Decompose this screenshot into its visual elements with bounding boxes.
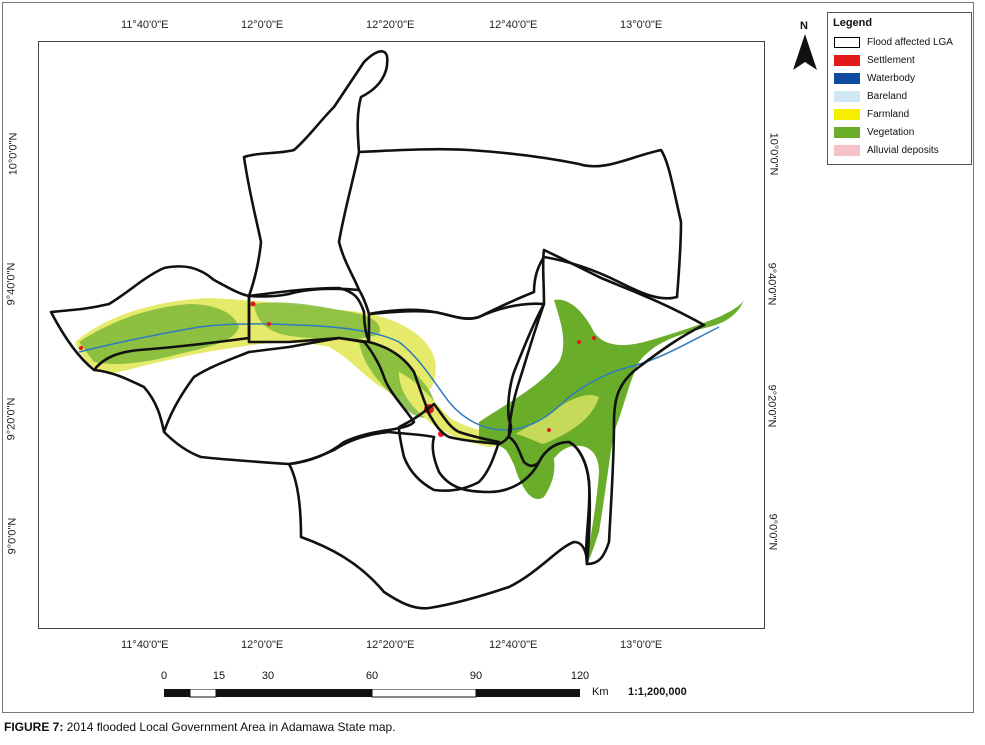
caption-text: 2014 flooded Local Government Area in Ad…	[63, 720, 396, 734]
left-tick-label: 10°0'0"N	[7, 132, 20, 176]
legend-item-vegetation: Vegetation	[834, 125, 914, 139]
bottom-tick-label: 12°0'0"E	[241, 639, 284, 651]
right-tick-label: 9°40'0"N	[765, 262, 778, 306]
vegetation-area-east	[479, 299, 744, 562]
figure-frame	[2, 2, 974, 713]
legend-label: Waterbody	[867, 72, 915, 84]
lga-boundary-north-east	[357, 147, 683, 320]
legend-swatch	[834, 108, 860, 120]
vegetation-area-mid	[254, 302, 380, 340]
legend-swatch	[834, 72, 860, 84]
legend-swatch	[834, 90, 860, 102]
right-tick-label: 10°0'0"N	[767, 132, 780, 176]
left-tick-label: 9°0'0"N	[6, 517, 19, 555]
legend-item-waterbody: Waterbody	[834, 71, 915, 85]
legend-title: Legend	[833, 17, 873, 29]
legend-label: Vegetation	[867, 126, 915, 138]
left-tick-label: 9°20'0"N	[5, 397, 18, 441]
lga-boundaries	[49, 50, 706, 610]
north-arrow-icon	[793, 34, 817, 70]
top-tick-label: 13°0'0"E	[620, 19, 663, 31]
farmland-area-east	[509, 395, 599, 447]
legend: Legend Flood affected LGA Settlement Wat…	[827, 12, 972, 165]
lga-boundary-center-box	[397, 402, 501, 493]
left-tick-label: 9°40'0"N	[5, 262, 18, 306]
settlement-point	[79, 346, 83, 350]
scale-label: 15	[212, 670, 226, 682]
legend-label: Bareland	[867, 90, 908, 102]
lga-boundary-central-south	[367, 302, 546, 446]
lga-boundary-south	[287, 430, 591, 610]
caption-label: FIGURE 7:	[4, 720, 64, 734]
lga-boundary-east	[507, 248, 706, 566]
legend-swatch	[834, 36, 860, 48]
land-cover-west	[75, 298, 505, 447]
scale-ratio: 1:1,200,000	[628, 686, 687, 698]
lga-boundary-central-north	[242, 50, 389, 298]
scale-label: 90	[469, 670, 483, 682]
land-cover-east	[479, 299, 744, 562]
settlement-point	[547, 428, 551, 432]
bottom-tick-label: 11°40'0"E	[121, 639, 169, 651]
settlement-point	[577, 340, 581, 344]
legend-item-alluvial-deposits: Alluvial deposits	[834, 143, 939, 157]
legend-label: Settlement	[867, 54, 915, 66]
legend-item-flood-affected-lga: Flood affected LGA	[834, 35, 953, 49]
legend-swatch	[834, 144, 860, 156]
map-frame	[38, 41, 765, 629]
scale-bar-graphic	[164, 689, 580, 698]
river-line	[78, 323, 720, 431]
scale-label: 30	[261, 670, 275, 682]
flood-map	[49, 50, 744, 610]
right-tick-label: 9°20'0"N	[765, 384, 778, 428]
legend-item-settlement: Settlement	[834, 53, 915, 67]
settlement-point	[267, 322, 271, 326]
top-tick-label: 12°0'0"E	[241, 19, 284, 31]
legend-item-farmland: Farmland	[834, 107, 909, 121]
lga-boundary-west-south	[93, 336, 416, 466]
top-tick-label: 11°40'0"E	[121, 19, 169, 31]
settlement-point	[250, 301, 256, 307]
top-tick-label: 12°40'0"E	[489, 19, 538, 31]
north-arrow: N	[790, 20, 820, 76]
top-tick-label: 12°20'0"E	[366, 19, 415, 31]
scale-unit: Km	[592, 686, 609, 698]
right-tick-label: 9°0'0"N	[766, 513, 779, 551]
north-label: N	[800, 20, 808, 32]
legend-swatch	[834, 54, 860, 66]
scale-label: 60	[365, 670, 379, 682]
legend-item-bareland: Bareland	[834, 89, 907, 103]
scale-label: 0	[160, 670, 168, 682]
bottom-tick-label: 12°40'0"E	[489, 639, 538, 651]
legend-label: Farmland	[867, 108, 910, 120]
figure-caption: FIGURE 7: 2014 flooded Local Government …	[4, 720, 396, 734]
scale-bar: 0 15 30 60 90 120	[150, 670, 600, 704]
legend-swatch	[834, 126, 860, 138]
scale-label: 120	[570, 670, 590, 682]
lga-boundary-northwest	[49, 265, 251, 372]
bottom-tick-label: 13°0'0"E	[620, 639, 663, 651]
legend-label: Alluvial deposits	[867, 144, 939, 156]
bottom-tick-label: 12°20'0"E	[366, 639, 415, 651]
settlement-point	[592, 336, 596, 340]
legend-label: Flood affected LGA	[867, 36, 953, 48]
